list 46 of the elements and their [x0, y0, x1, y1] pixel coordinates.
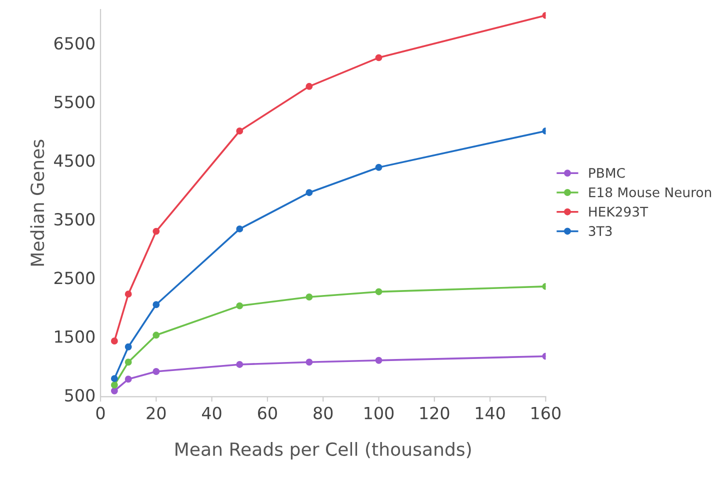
point: [236, 361, 244, 368]
point: [152, 228, 160, 235]
y-tick-label: 6500: [54, 36, 95, 50]
legend-label: E18 Mouse Neuron: [589, 187, 712, 198]
x-axis-title: Mean Reads per Cell (thousands): [176, 442, 471, 460]
x-tick-label: 20: [146, 406, 166, 420]
point: [152, 368, 160, 375]
y-tick-label: 1500: [55, 330, 95, 343]
point: [152, 301, 160, 308]
point: [375, 356, 382, 364]
point: [110, 387, 118, 394]
point: [375, 164, 382, 171]
legend-label: HEK293T: [589, 206, 648, 217]
y-tick-label: 5500: [54, 96, 95, 108]
legend-label: 3T3: [588, 226, 612, 236]
x-tick-label: 60: [258, 406, 277, 420]
point: [375, 54, 382, 62]
y-tick-label: 500: [65, 388, 95, 402]
point: [236, 302, 244, 310]
x-tick-label: 100: [364, 406, 394, 420]
point: [110, 382, 118, 388]
y-tick-label: 3500: [54, 212, 95, 226]
x-tick-label: 40: [202, 406, 222, 420]
x-tick-label: 80: [314, 406, 333, 420]
point: [152, 332, 160, 339]
legend-label: PBMC: [589, 168, 625, 178]
point: [124, 290, 132, 298]
y-axis-title: Median Genes: [30, 140, 44, 266]
point: [124, 343, 132, 350]
point: [306, 294, 313, 300]
x-tick-label: 120: [420, 406, 450, 420]
point: [124, 376, 132, 383]
y-tick-label: 4500: [54, 154, 95, 167]
point: [110, 375, 118, 382]
point: [306, 82, 313, 90]
y-tick-label: 2500: [54, 272, 95, 284]
point: [236, 225, 244, 232]
x-tick-label: 140: [476, 406, 505, 420]
point: [306, 358, 313, 366]
point: [236, 128, 244, 134]
point: [124, 358, 132, 366]
point: [306, 189, 313, 196]
x-tick-label: 0: [96, 406, 105, 420]
point: [110, 338, 118, 344]
x-tick-label: 160: [532, 406, 560, 420]
point: [375, 288, 382, 296]
